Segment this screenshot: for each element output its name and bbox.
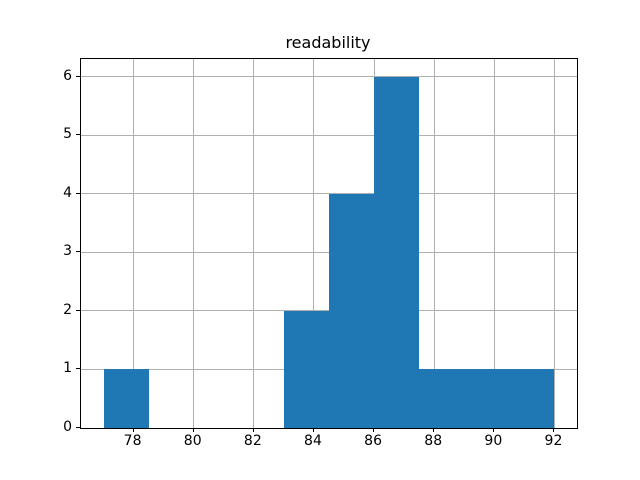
histogram-bar: [374, 76, 420, 428]
x-axis-tick: [192, 428, 194, 432]
x-axis-tick: [312, 428, 314, 432]
y-tick-label: 2: [63, 301, 72, 318]
x-axis-tick: [132, 428, 134, 432]
x-axis-tick: [493, 428, 495, 432]
y-tick-label: 6: [63, 67, 72, 84]
x-tick-label: 86: [364, 433, 382, 449]
y-axis-tick: [76, 427, 80, 428]
x-tick-label: 84: [304, 433, 322, 449]
x-gridline: [433, 59, 435, 428]
x-tick-label: 88: [424, 433, 443, 449]
histogram-bar: [329, 193, 375, 428]
histogram-bar: [283, 310, 329, 428]
x-tick-label: 90: [484, 433, 503, 449]
y-gridline: [81, 76, 577, 78]
y-tick-label: 5: [63, 126, 72, 143]
x-axis-tick: [252, 428, 254, 432]
histogram-bar: [419, 369, 465, 428]
y-axis-tick: [76, 251, 80, 253]
x-gridline: [553, 59, 555, 428]
x-tick-label: 80: [183, 433, 202, 449]
histogram-bar: [103, 369, 149, 428]
x-tick-label: 78: [123, 433, 142, 449]
plot-area: [80, 58, 578, 429]
x-tick-label: 92: [544, 433, 563, 449]
x-gridline: [193, 59, 195, 428]
x-gridline: [313, 59, 315, 428]
y-gridline: [81, 134, 577, 136]
y-axis-tick: [76, 368, 80, 370]
x-axis-tick: [553, 428, 555, 432]
x-tick-label: 82: [243, 433, 262, 449]
histogram-bar: [509, 369, 555, 428]
x-gridline: [253, 59, 255, 428]
y-tick-label: 4: [63, 184, 72, 201]
chart-title: readability: [285, 33, 371, 52]
x-axis-tick: [433, 428, 435, 432]
y-axis-tick: [76, 75, 80, 77]
y-tick-label: 1: [63, 360, 72, 377]
y-tick-label: 3: [63, 243, 72, 260]
y-axis-tick: [76, 309, 80, 311]
x-gridline: [493, 59, 495, 428]
y-axis-tick: [76, 134, 80, 136]
y-axis-tick: [76, 192, 80, 194]
x-axis-tick: [373, 428, 375, 432]
y-tick-label: 0: [63, 419, 72, 435]
histogram-bar: [464, 369, 510, 428]
x-gridline: [133, 59, 135, 428]
